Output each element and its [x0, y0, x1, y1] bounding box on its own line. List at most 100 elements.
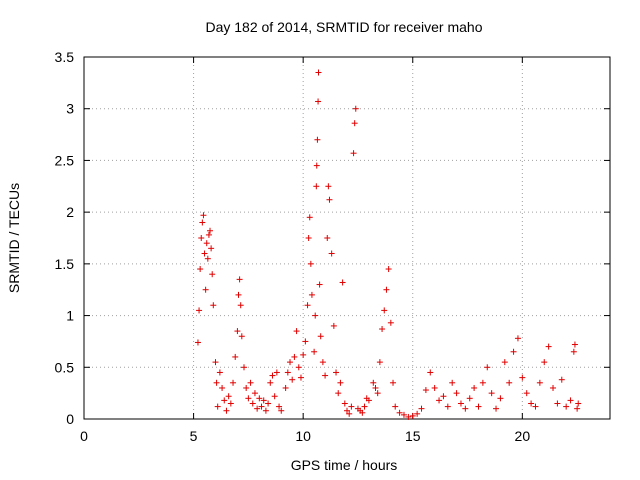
data-point	[316, 281, 323, 288]
data-point	[209, 271, 216, 278]
data-point	[302, 338, 309, 345]
data-point	[230, 379, 237, 386]
data-point	[506, 379, 513, 386]
data-point	[348, 403, 355, 410]
data-point	[196, 307, 203, 314]
data-point	[563, 403, 570, 410]
data-point	[315, 69, 322, 76]
data-point	[396, 409, 403, 416]
data-point	[479, 379, 486, 386]
data-point	[247, 379, 254, 386]
data-point	[344, 407, 350, 414]
y-tick-label: 3.5	[55, 49, 75, 65]
data-point	[385, 266, 392, 273]
data-point	[234, 328, 241, 335]
data-point	[216, 369, 223, 376]
data-point	[243, 384, 250, 391]
data-point	[265, 400, 272, 407]
data-point	[387, 319, 394, 326]
data-point	[545, 343, 552, 350]
data-point	[306, 214, 313, 221]
data-point	[466, 395, 473, 402]
data-point	[212, 359, 219, 366]
data-point	[488, 390, 495, 397]
data-point	[383, 286, 390, 293]
data-point	[319, 359, 326, 366]
data-point	[236, 276, 243, 283]
data-point	[359, 409, 366, 416]
data-point	[541, 359, 548, 366]
data-point	[284, 369, 291, 376]
data-point	[287, 359, 294, 366]
data-point	[282, 384, 289, 391]
data-point	[514, 335, 521, 342]
data-point	[314, 136, 321, 143]
data-point	[333, 369, 340, 376]
data-point	[273, 369, 280, 376]
chart-title: Day 182 of 2014, SRMTID for receiver mah…	[205, 19, 482, 35]
data-point	[308, 291, 315, 298]
data-point	[313, 183, 320, 190]
data-point	[510, 348, 517, 355]
data-point	[267, 379, 274, 386]
y-tick-label: 3	[66, 101, 74, 117]
data-point	[201, 250, 208, 257]
data-point	[324, 235, 331, 241]
x-tick-label: 10	[295, 428, 311, 444]
data-point	[449, 379, 456, 386]
data-point	[440, 393, 447, 400]
data-point	[392, 403, 399, 410]
data-point	[444, 403, 451, 410]
data-point	[202, 286, 209, 293]
y-axis-label: SRMTID / TECUs	[6, 183, 22, 293]
data-point	[207, 227, 214, 234]
data-point	[346, 410, 353, 417]
x-tick-label: 5	[190, 428, 198, 444]
data-point	[240, 364, 247, 371]
data-point	[260, 397, 267, 404]
data-point	[567, 397, 574, 404]
data-point	[251, 390, 258, 397]
data-point	[330, 322, 337, 329]
data-point	[256, 395, 263, 402]
data-point	[497, 395, 504, 402]
data-point	[194, 339, 201, 346]
axis-ticks: 0 5 10 15 20 0 0.5 1 1.5 2 2.5 3 3.5	[55, 49, 610, 444]
data-point	[204, 255, 211, 262]
data-point	[289, 376, 296, 383]
data-point	[278, 407, 285, 414]
data-point	[326, 196, 333, 203]
data-point	[198, 235, 205, 241]
y-tick-label: 0.5	[55, 359, 75, 375]
data-point	[205, 231, 212, 238]
data-point	[400, 411, 407, 418]
data-point	[254, 405, 261, 412]
data-point	[293, 328, 300, 335]
data-point	[295, 364, 302, 371]
data-point	[271, 393, 278, 400]
data-point	[258, 403, 265, 410]
y-tick-label: 1	[66, 308, 74, 324]
data-point	[414, 410, 421, 417]
data-point	[372, 384, 379, 391]
data-point	[457, 400, 464, 407]
data-point	[315, 98, 322, 105]
data-point	[262, 407, 269, 414]
data-point	[462, 405, 469, 412]
data-point	[571, 341, 578, 348]
data-point	[249, 400, 256, 407]
plot-frame	[83, 56, 611, 420]
data-point	[484, 364, 491, 371]
data-point	[232, 353, 239, 360]
data-point	[297, 374, 304, 381]
data-point	[276, 403, 283, 410]
data-point	[245, 395, 252, 402]
data-point	[436, 397, 443, 404]
data-point	[322, 372, 329, 379]
data-point	[493, 405, 500, 412]
data-point	[235, 291, 242, 298]
data-point	[203, 240, 210, 247]
data-point	[335, 390, 342, 397]
data-point	[300, 351, 307, 358]
grid-lines	[84, 57, 610, 419]
